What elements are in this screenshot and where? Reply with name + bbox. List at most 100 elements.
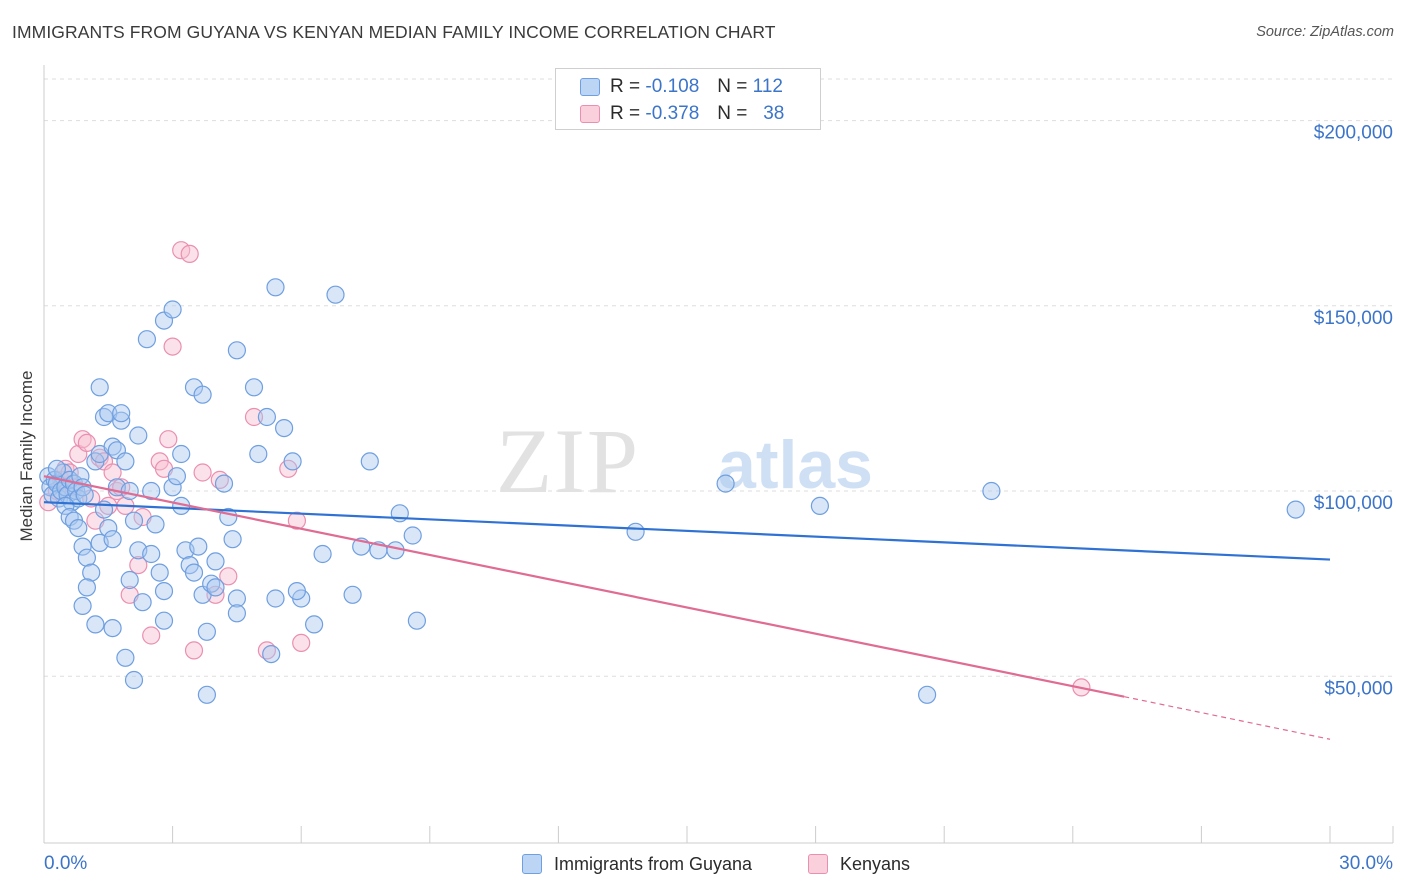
guyana-point xyxy=(112,404,131,423)
guyana-point xyxy=(116,648,135,667)
chart-title: IMMIGRANTS FROM GUYANA VS KENYAN MEDIAN … xyxy=(12,22,776,42)
bottom-legend-swatch-kenya xyxy=(808,854,828,874)
kenya-point xyxy=(244,407,264,427)
guyana-point xyxy=(214,474,234,493)
legend-r-value: -0.378 xyxy=(645,103,700,124)
kenya-point xyxy=(184,641,204,660)
legend-n-label: N = xyxy=(717,76,748,97)
bottom-legend-guyana: Immigrants from Guyana xyxy=(522,852,752,876)
guyana-point xyxy=(86,615,105,634)
guyana-point xyxy=(69,518,88,538)
y-tick-label: $150,000 xyxy=(1314,308,1393,329)
guyana-point xyxy=(137,330,156,349)
guyana-point xyxy=(146,515,165,534)
guyana-point xyxy=(313,544,332,564)
watermark-atlas: atlas xyxy=(718,427,873,503)
legend-swatch-guyana xyxy=(580,78,600,96)
kenya-point xyxy=(129,555,148,575)
guyana-point xyxy=(287,581,306,601)
guyana-point xyxy=(227,341,246,360)
guyana-point xyxy=(403,526,422,545)
y-tick-label: $100,000 xyxy=(1314,493,1393,514)
guyana-point xyxy=(75,485,94,504)
guyana-point xyxy=(275,419,294,438)
guyana-point xyxy=(223,530,242,549)
guyana-point xyxy=(133,593,152,612)
guyana-point xyxy=(249,444,268,464)
bottom-legend-label-guyana: Immigrants from Guyana xyxy=(554,853,753,874)
guyana-point xyxy=(77,548,97,567)
guyana-point xyxy=(206,552,225,571)
guyana-point xyxy=(120,570,139,590)
guyana-trend-line xyxy=(43,501,1331,561)
x-tick-label-start: 0.0% xyxy=(44,853,87,874)
kenya-trend-extension xyxy=(1124,696,1331,740)
guyana-point xyxy=(266,278,285,297)
guyana-point xyxy=(193,385,212,404)
guyana-point xyxy=(142,544,161,564)
kenya-point xyxy=(180,244,199,263)
kenya-point xyxy=(292,633,311,653)
guyana-point xyxy=(244,378,264,397)
guyana-point xyxy=(129,426,148,445)
guyana-point xyxy=(77,578,97,597)
guyana-point xyxy=(47,459,67,478)
guyana-point xyxy=(142,481,161,501)
guyana-point xyxy=(124,670,144,690)
correlation-legend: R = -0.108 N = 112 R = -0.378 N = 38 xyxy=(555,68,821,130)
guyana-point xyxy=(99,518,118,538)
guyana-point xyxy=(124,511,144,530)
guyana-point xyxy=(227,604,246,623)
guyana-point xyxy=(917,685,937,704)
guyana-point xyxy=(360,452,379,471)
kenya-trend-line xyxy=(43,475,1125,698)
legend-row-kenya: R = -0.378 N = 38 xyxy=(580,102,784,126)
guyana-point xyxy=(982,481,1001,501)
legend-n-label: N = xyxy=(717,103,748,124)
guyana-point xyxy=(189,537,208,556)
guyana-point xyxy=(112,411,131,430)
guyana-point xyxy=(184,563,204,582)
legend-r-label: R = xyxy=(610,103,641,124)
guyana-point xyxy=(56,496,75,515)
guyana-point xyxy=(626,522,645,541)
guyana-point xyxy=(810,496,830,515)
legend-n-value: 38 xyxy=(763,103,785,124)
guyana-point xyxy=(103,530,122,549)
guyana-point xyxy=(163,478,182,497)
guyana-point xyxy=(386,541,405,560)
kenya-point xyxy=(142,626,161,645)
bottom-legend-kenya: Kenyans xyxy=(808,852,910,876)
guyana-point xyxy=(197,685,216,704)
guyana-point xyxy=(167,467,186,486)
bottom-legend-label-kenya: Kenyans xyxy=(840,853,911,874)
guyana-point xyxy=(206,578,225,597)
axis-layer xyxy=(43,65,1394,844)
guyana-point xyxy=(266,589,285,608)
guyana-point xyxy=(1286,500,1305,519)
guyana-point xyxy=(283,452,302,471)
legend-r-value: -0.108 xyxy=(645,76,700,97)
bottom-legend-swatch-guyana xyxy=(522,854,542,874)
guyana-point xyxy=(120,481,139,501)
guyana-point xyxy=(197,622,216,641)
source-label: Source: ZipAtlas.com xyxy=(1256,24,1394,40)
kenya-point xyxy=(159,430,178,449)
guyana-point xyxy=(154,581,174,601)
guyana-point xyxy=(90,378,109,397)
kenya-point xyxy=(287,511,306,530)
kenya-point xyxy=(206,585,225,604)
guyana-point xyxy=(326,285,345,304)
tick-labels: $50,000 $100,000 $150,000 $200,000 0.0% 30.0% xyxy=(44,123,1393,874)
guyana-point xyxy=(73,537,92,556)
guyana-point xyxy=(172,444,191,464)
watermark: ZIP atlas xyxy=(496,410,873,512)
kenya-point xyxy=(163,337,182,356)
guyana-point xyxy=(257,407,276,427)
guyana-point xyxy=(407,611,426,630)
guyana-point xyxy=(73,596,92,616)
guyana-point xyxy=(150,563,169,582)
legend-n-value: 112 xyxy=(752,76,783,97)
grid-layer xyxy=(44,78,1395,677)
